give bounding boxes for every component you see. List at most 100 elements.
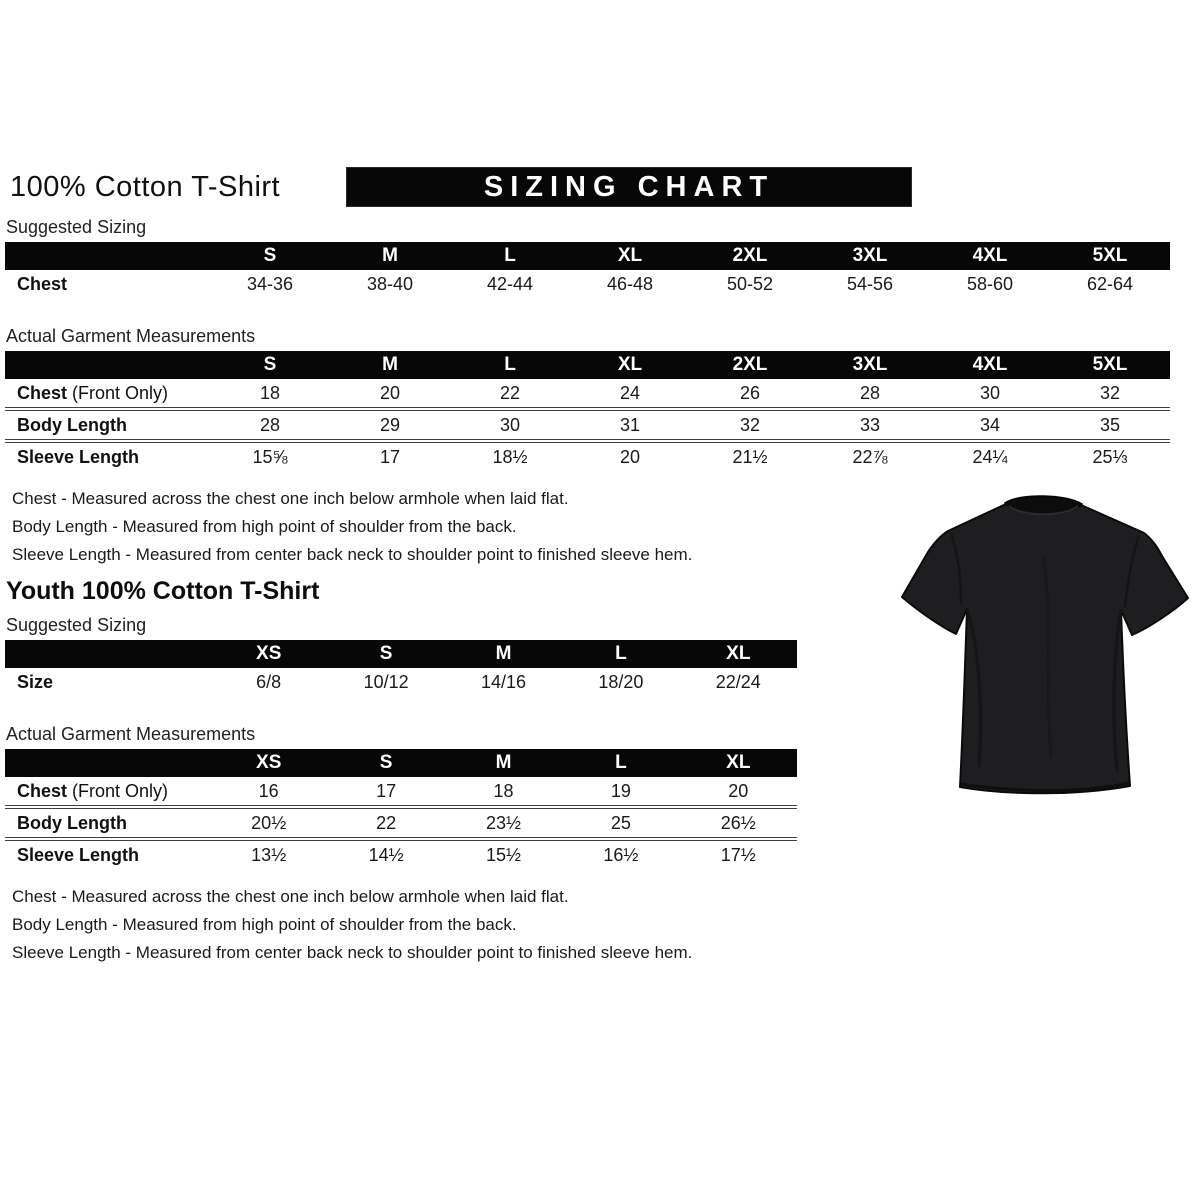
row-label: Chest: [17, 274, 68, 294]
value-cell: 46-48: [606, 274, 654, 294]
tshirt-body: [901, 495, 1189, 795]
value-cell: 14/16: [480, 672, 527, 692]
value-cell: 14½: [368, 844, 404, 865]
value-cell: 19: [610, 780, 631, 801]
size-column-header: 4XL: [972, 354, 1008, 375]
youth-suggested-sizing-label: Suggested Sizing: [6, 615, 147, 635]
value-cell: 18: [493, 780, 514, 801]
size-column-header: 3XL: [852, 354, 888, 375]
adult-suggested-table: S M L XL 2XL 3XL 4XL 5XL Chest 34-36 38-…: [5, 242, 1170, 299]
value-cell: 28: [259, 414, 281, 435]
value-cell: 20½: [251, 812, 287, 833]
note-line: Body Length - Measured from high point o…: [12, 517, 517, 536]
value-cell: 30: [499, 414, 521, 435]
table-row: Chest 34-36 38-40 42-44 46-48 50-52 54-5…: [5, 270, 1170, 299]
value-cell: 20: [728, 780, 749, 801]
value-cell: 18/20: [598, 672, 644, 692]
value-cell: 16½: [603, 844, 639, 865]
sizing-chart-banner-label: SIZING CHART: [483, 170, 775, 203]
row-label: Body Length: [17, 414, 127, 435]
value-cell: 22: [376, 812, 397, 833]
value-cell: 29: [379, 414, 401, 435]
size-column-header: 4XL: [972, 245, 1008, 266]
value-cell: 25⅓: [1092, 446, 1128, 467]
size-column-header: 5XL: [1092, 245, 1128, 266]
value-cell: 10/12: [363, 672, 409, 692]
value-cell: 21½: [732, 446, 768, 467]
value-cell: 26: [739, 382, 761, 403]
note-line: Body Length - Measured from high point o…: [12, 915, 517, 934]
adult-measurements-label: Actual Garment Measurements: [6, 326, 256, 346]
value-cell: 50-52: [726, 274, 774, 294]
value-cell: 17: [376, 780, 397, 801]
size-column-header: S: [263, 245, 277, 266]
value-cell: 17: [379, 446, 401, 467]
value-cell: 33: [859, 414, 881, 435]
size-column-header: M: [382, 245, 398, 266]
value-cell: 20: [619, 446, 641, 467]
value-cell: 28: [859, 382, 881, 403]
value-cell: 20: [379, 382, 401, 403]
value-cell: 16: [258, 780, 279, 801]
size-column-header: 2XL: [732, 354, 768, 375]
size-column-header: M: [495, 643, 512, 664]
value-cell: 62-64: [1086, 274, 1134, 294]
adult-measurements-table: S M L XL 2XL 3XL 4XL 5XL Chest (Front On…: [5, 351, 1170, 471]
value-cell: 26½: [720, 812, 756, 833]
value-cell: 54-56: [846, 274, 894, 294]
size-column-header: XS: [256, 643, 282, 664]
value-cell: 25: [610, 812, 631, 833]
row-label: Chest (Front Only): [17, 780, 169, 801]
value-cell: 34-36: [246, 274, 294, 294]
youth-measurement-notes: Chest - Measured across the chest one in…: [12, 883, 1200, 967]
value-cell: 30: [979, 382, 1001, 403]
size-column-header: XL: [617, 354, 643, 375]
tshirt-sleeve-seam-right: [1123, 534, 1141, 608]
size-column-header: XL: [617, 245, 643, 266]
youth-measurements-table: XS S M L XL Chest (Front Only) 16 17 18 …: [5, 749, 797, 869]
size-column-header: L: [504, 245, 516, 266]
value-cell: 23½: [485, 812, 522, 833]
adult-suggested-sizing-label: Suggested Sizing: [6, 217, 147, 237]
value-cell: 18: [259, 382, 281, 403]
note-line: Sleeve Length - Measured from center bac…: [12, 545, 693, 564]
row-label: Chest (Front Only): [17, 382, 169, 403]
note-line: Chest - Measured across the chest one in…: [12, 887, 569, 906]
value-cell: 31: [619, 414, 641, 435]
size-column-header: 5XL: [1092, 354, 1128, 375]
row-label: Size: [17, 672, 54, 692]
table-row: Body Length 28 29 30 31 32 33 34 35: [5, 407, 1170, 439]
black-tshirt-image: [893, 487, 1195, 817]
value-cell: 13½: [251, 844, 287, 865]
youth-measurements-label: Actual Garment Measurements: [6, 724, 256, 744]
table-header-row: S M L XL 2XL 3XL 4XL 5XL: [5, 242, 1170, 270]
value-cell: 15⅝: [252, 446, 288, 467]
tshirt-collar-rib: [1008, 505, 1079, 516]
value-cell: 42-44: [486, 274, 534, 294]
tshirt-fold-center: [1041, 556, 1053, 758]
value-cell: 24¼: [972, 446, 1008, 467]
youth-suggested-table: XS S M L XL Size 6/8 10/12 14/16 18/20 2…: [5, 640, 797, 697]
value-cell: 34: [979, 414, 1001, 435]
row-label: Sleeve Length: [17, 446, 140, 467]
size-column-header: XL: [726, 643, 751, 664]
sizing-chart-page: 100% Cotton T-Shirt SIZING CHART Suggest…: [0, 166, 1200, 967]
youth-section-title: Youth 100% Cotton T-Shirt: [6, 577, 320, 605]
table-header-row: XS S M L XL: [5, 749, 797, 777]
size-column-header: L: [615, 643, 627, 664]
value-cell: 35: [1099, 414, 1121, 435]
value-cell: 32: [1099, 382, 1121, 403]
value-cell: 17½: [720, 844, 756, 865]
row-label: Sleeve Length: [17, 844, 140, 865]
sizing-chart-banner: SIZING CHART: [346, 167, 912, 207]
value-cell: 38-40: [366, 274, 414, 294]
table-row: Chest (Front Only) 16 17 18 19 20: [5, 777, 797, 805]
note-line: Sleeve Length - Measured from center bac…: [12, 943, 693, 962]
size-column-header: M: [382, 354, 398, 375]
size-column-header: M: [495, 752, 512, 773]
page-title: 100% Cotton T-Shirt: [10, 171, 281, 203]
size-column-header: L: [504, 354, 516, 375]
tshirt-sleeve-seam-left: [949, 532, 963, 606]
table-row: Sleeve Length 13½ 14½ 15½ 16½ 17½: [5, 837, 797, 869]
table-row: Sleeve Length 15⅝ 17 18½ 20 21½ 22⅞ 24¼ …: [5, 439, 1170, 471]
